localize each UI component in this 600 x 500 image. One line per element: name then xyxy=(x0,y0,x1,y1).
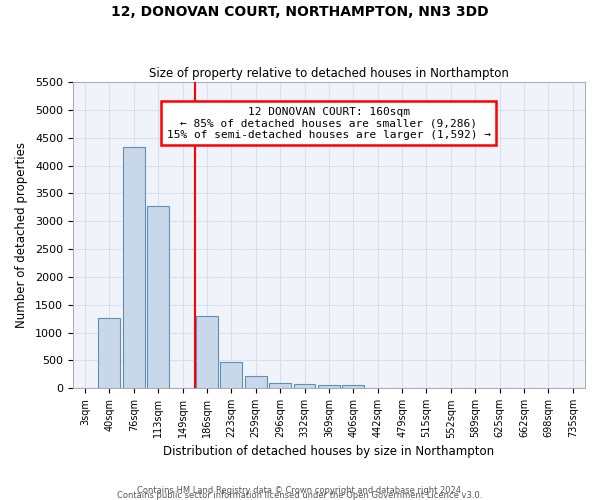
Text: 12 DONOVAN COURT: 160sqm
← 85% of detached houses are smaller (9,286)
15% of sem: 12 DONOVAN COURT: 160sqm ← 85% of detach… xyxy=(167,106,491,140)
Bar xyxy=(318,386,340,388)
Bar xyxy=(147,206,169,388)
Bar xyxy=(269,384,291,388)
Text: Contains HM Land Registry data © Crown copyright and database right 2024.: Contains HM Land Registry data © Crown c… xyxy=(137,486,463,495)
Title: Size of property relative to detached houses in Northampton: Size of property relative to detached ho… xyxy=(149,66,509,80)
Bar xyxy=(196,316,218,388)
X-axis label: Distribution of detached houses by size in Northampton: Distribution of detached houses by size … xyxy=(163,444,494,458)
Y-axis label: Number of detached properties: Number of detached properties xyxy=(15,142,28,328)
Text: Contains public sector information licensed under the Open Government Licence v3: Contains public sector information licen… xyxy=(118,491,482,500)
Bar xyxy=(293,384,316,388)
Text: 12, DONOVAN COURT, NORTHAMPTON, NN3 3DD: 12, DONOVAN COURT, NORTHAMPTON, NN3 3DD xyxy=(111,5,489,19)
Bar xyxy=(245,376,266,388)
Bar xyxy=(343,384,364,388)
Bar xyxy=(98,318,121,388)
Bar xyxy=(123,147,145,388)
Bar xyxy=(220,362,242,388)
